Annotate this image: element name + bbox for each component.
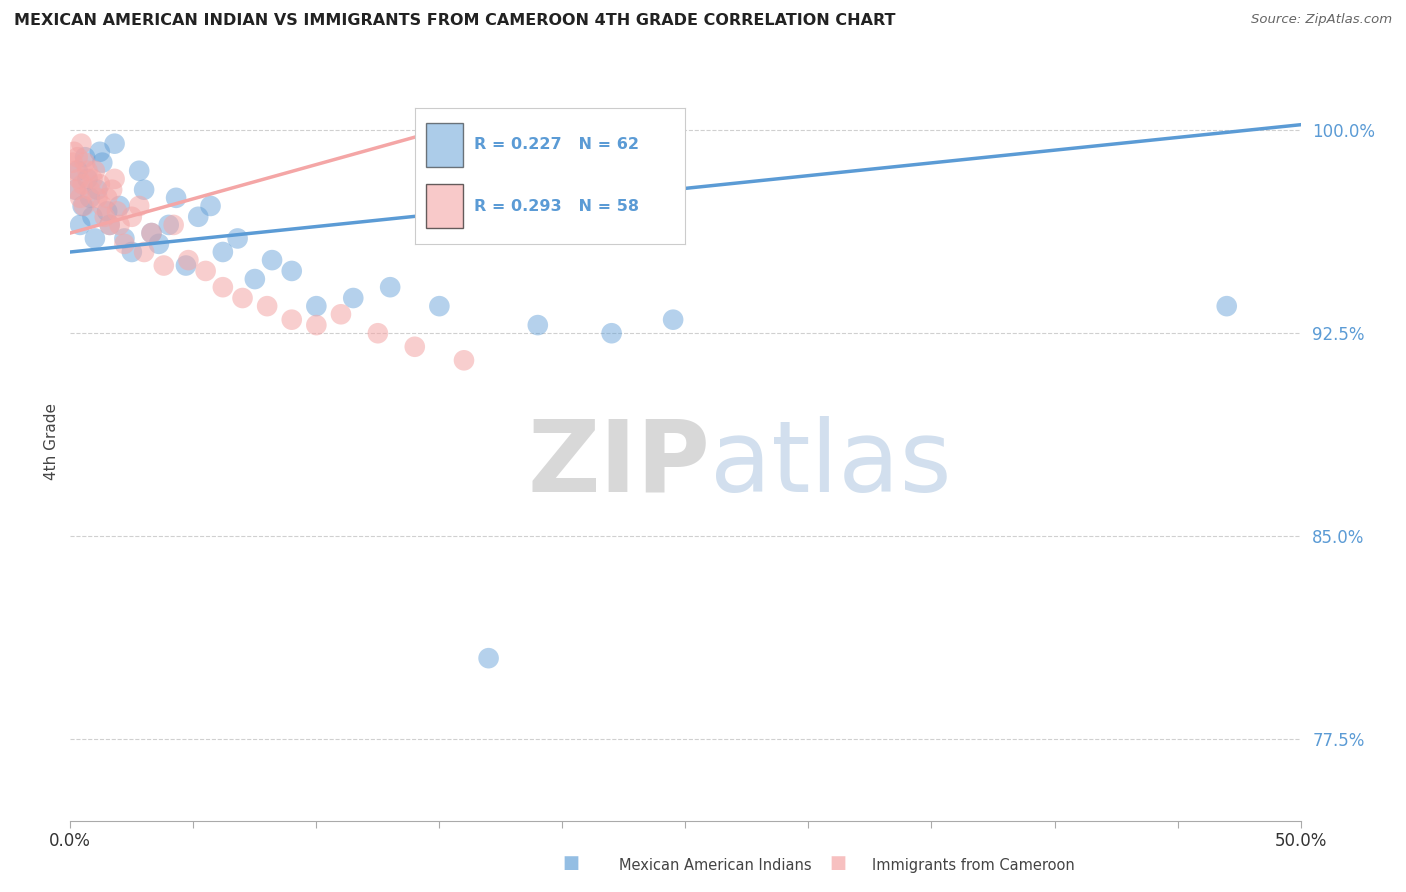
Point xyxy=(75,150,96,164)
Point xyxy=(174,259,197,273)
Point xyxy=(69,218,91,232)
Point xyxy=(76,172,98,186)
Text: Mexican American Indians: Mexican American Indians xyxy=(619,858,811,872)
Point xyxy=(163,218,186,232)
Point xyxy=(187,210,209,224)
Point xyxy=(62,155,84,169)
Point xyxy=(121,245,143,260)
Point xyxy=(128,199,150,213)
Point xyxy=(72,199,94,213)
Point xyxy=(211,245,233,260)
Point xyxy=(243,272,266,286)
Point xyxy=(65,183,87,197)
Point xyxy=(79,191,101,205)
Point xyxy=(165,191,187,205)
Point xyxy=(91,199,114,213)
Point xyxy=(79,183,101,197)
Point xyxy=(132,245,156,260)
Point xyxy=(427,299,450,313)
Point xyxy=(93,210,115,224)
Text: ■: ■ xyxy=(830,854,846,871)
Point xyxy=(96,191,118,205)
Point xyxy=(281,264,304,278)
Point xyxy=(69,191,91,205)
Point xyxy=(262,253,284,268)
Text: atlas: atlas xyxy=(710,416,952,513)
Point xyxy=(84,231,107,245)
Point xyxy=(104,172,127,186)
Point xyxy=(82,172,104,186)
Point xyxy=(194,264,217,278)
Point xyxy=(101,183,124,197)
Point xyxy=(211,280,233,294)
Point xyxy=(98,218,121,232)
Point xyxy=(453,353,475,368)
Point xyxy=(89,145,111,159)
Point xyxy=(65,183,87,197)
Point xyxy=(98,218,121,232)
Point xyxy=(404,340,426,354)
Point xyxy=(72,178,94,192)
Text: ■: ■ xyxy=(562,854,579,871)
Point xyxy=(152,259,174,273)
Point xyxy=(478,651,501,665)
Point xyxy=(141,226,163,240)
Point xyxy=(1215,299,1237,313)
Point xyxy=(177,253,200,268)
Point xyxy=(141,226,163,240)
Point xyxy=(65,163,87,178)
Point xyxy=(86,183,108,197)
Text: Source: ZipAtlas.com: Source: ZipAtlas.com xyxy=(1251,13,1392,27)
Point xyxy=(121,210,143,224)
Point xyxy=(76,163,98,178)
Point xyxy=(148,236,170,251)
Text: Immigrants from Cameroon: Immigrants from Cameroon xyxy=(872,858,1074,872)
Point xyxy=(104,136,127,151)
Point xyxy=(75,155,96,169)
Point xyxy=(70,136,93,151)
Point xyxy=(662,312,685,326)
Point xyxy=(380,280,402,294)
Text: MEXICAN AMERICAN INDIAN VS IMMIGRANTS FROM CAMEROON 4TH GRADE CORRELATION CHART: MEXICAN AMERICAN INDIAN VS IMMIGRANTS FR… xyxy=(14,13,896,29)
Y-axis label: 4th Grade: 4th Grade xyxy=(44,403,59,480)
Point xyxy=(66,150,89,164)
Point xyxy=(66,163,89,178)
Point xyxy=(114,231,135,245)
Point xyxy=(132,183,156,197)
Point xyxy=(600,326,623,341)
Point xyxy=(157,218,180,232)
Point xyxy=(108,218,131,232)
Point xyxy=(82,210,104,224)
Point xyxy=(256,299,278,313)
Point xyxy=(73,199,96,213)
Point xyxy=(63,145,86,159)
Point xyxy=(231,291,254,305)
Point xyxy=(330,307,353,321)
Point xyxy=(105,204,128,219)
Point xyxy=(114,236,135,251)
Point xyxy=(305,318,328,332)
Point xyxy=(84,163,107,178)
Point xyxy=(67,172,90,186)
Point xyxy=(367,326,389,341)
Point xyxy=(128,163,150,178)
Point xyxy=(89,178,111,192)
Point xyxy=(96,204,118,219)
Point xyxy=(108,199,131,213)
Point xyxy=(91,155,114,169)
Text: ZIP: ZIP xyxy=(527,416,710,513)
Point xyxy=(281,312,304,326)
Point xyxy=(305,299,328,313)
Point xyxy=(342,291,364,305)
Point xyxy=(526,318,548,332)
Point xyxy=(86,191,108,205)
Point xyxy=(200,199,222,213)
Point xyxy=(226,231,249,245)
